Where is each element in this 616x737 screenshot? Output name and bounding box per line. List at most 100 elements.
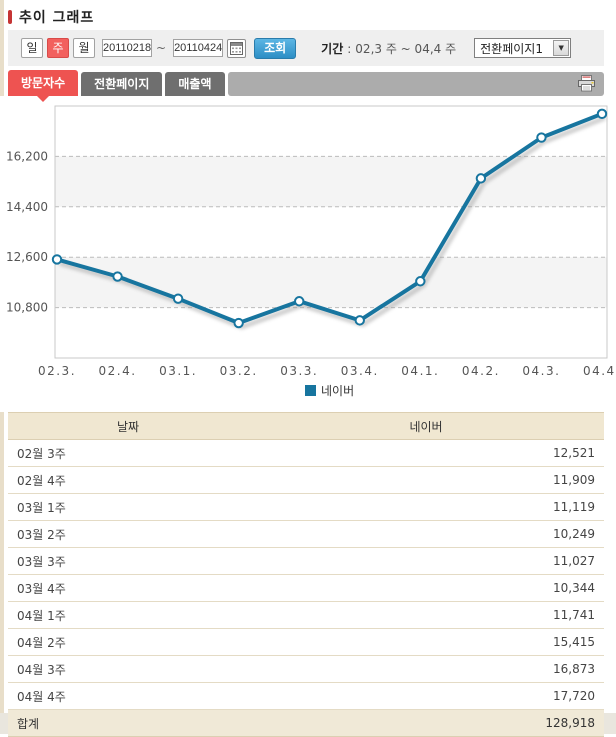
data-point-marker: [112, 271, 123, 282]
data-point-marker: [233, 317, 244, 329]
chart-band: [55, 257, 607, 308]
table-header: 날짜 네이버: [8, 412, 604, 440]
x-axis-label: 02.4.: [99, 364, 137, 378]
tab-conversion-page-label: 전환페이지: [94, 77, 150, 91]
tab-sales[interactable]: 매출액: [165, 72, 225, 96]
value-cell: 16,873: [248, 655, 604, 683]
data-point-marker: [475, 173, 487, 184]
date-cell: 03월 2주: [8, 520, 248, 548]
date-cell: 03월 3주: [8, 547, 248, 575]
date-cell: 04월 4주: [8, 682, 248, 710]
x-axis-label: 04.4.: [583, 364, 616, 378]
date-cell: 03월 1주: [8, 493, 248, 521]
x-axis-label: 03.4.: [341, 364, 379, 378]
series-line-shadow: [59, 115, 606, 330]
chart-band: [55, 156, 607, 207]
data-point-marker: [536, 132, 547, 143]
total-value: 128,918: [248, 709, 604, 737]
table-row: 03월 3주 11,027: [8, 547, 604, 575]
trend-chart: 10,800 12,600 14,400 16,200 02.3. 02.4. 03.1. 0…: [6, 105, 616, 398]
value-cell: 11,909: [248, 466, 604, 494]
period-label: 기간: [321, 41, 344, 56]
trend-chart-area: 10,800 12,600 14,400 16,200 02.3. 02.4. 03.1. 0…: [0, 96, 616, 412]
value-cell: 10,344: [248, 574, 604, 602]
period-text: 기간:02,3 주 ~ 04,4 주: [321, 40, 456, 57]
value-cell: 11,027: [248, 547, 604, 575]
date-cell: 02월 3주: [8, 439, 248, 467]
table-total-row: 합계 128,918: [8, 709, 604, 737]
table-row: 02월 4주 11,909: [8, 466, 604, 494]
y-axis-label: 12,600: [6, 250, 48, 264]
data-point-marker: [596, 108, 608, 120]
date-to-input[interactable]: [173, 39, 224, 57]
y-axis-label: 14,400: [6, 200, 48, 214]
period-value: 02,3 주 ~ 04,4 주: [355, 41, 457, 56]
date-range-separator: ~: [156, 41, 167, 55]
page-title: 추이 그래프: [19, 10, 95, 26]
data-point-marker: [172, 293, 184, 304]
value-cell: 15,415: [248, 628, 604, 656]
x-axis-label: 04.3.: [522, 364, 560, 378]
weekly-data-table: 날짜 네이버 02월 3주 12,521 02월 4주 11,909 03월 1주 11,…: [8, 412, 604, 737]
table-row: 02월 3주 12,521: [8, 439, 604, 467]
search-button[interactable]: 조회: [254, 37, 297, 59]
series-line: [56, 111, 603, 325]
chevron-down-icon[interactable]: ▼: [553, 40, 570, 56]
title-marker-icon: [8, 10, 12, 24]
value-cell: 10,249: [248, 520, 604, 548]
table-row: 04월 3주 16,873: [8, 655, 604, 683]
legend-swatch: [305, 385, 316, 396]
data-point-marker: [294, 296, 305, 307]
x-axis-label: 03.1.: [159, 364, 197, 378]
tab-visitors[interactable]: 방문자수: [8, 70, 79, 102]
x-axis-label: 03.3.: [280, 364, 318, 378]
controls-bar: 일 주 월 ~ 조회 기간:02,3 주 ~ 04,4 주 전환페이지1 ▼: [8, 30, 604, 66]
unit-week-button[interactable]: 주: [47, 38, 69, 58]
column-header-naver: 네이버: [248, 412, 604, 440]
value-cell: 11,741: [248, 601, 604, 629]
x-axis-label: 03.2.: [220, 364, 258, 378]
column-header-date: 날짜: [8, 412, 248, 440]
date-cell: 02월 4주: [8, 466, 248, 494]
printer-icon[interactable]: [577, 75, 596, 92]
date-cell: 04월 3주: [8, 655, 248, 683]
plot-border: [54, 105, 608, 359]
date-cell: 04월 1주: [8, 601, 248, 629]
y-axis-label: 16,200: [6, 149, 48, 163]
tab-bar: 방문자수 전환페이지 매출액: [8, 70, 604, 102]
tab-bar-fill: [227, 72, 604, 96]
table-row: 03월 2주 10,249: [8, 520, 604, 548]
date-cell: 03월 4주: [8, 574, 248, 602]
unit-day-button[interactable]: 일: [21, 38, 43, 58]
unit-month-button[interactable]: 월: [73, 38, 95, 58]
x-axis-label: 02.3.: [38, 364, 76, 378]
tab-sales-label: 매출액: [178, 77, 212, 91]
data-point-marker: [415, 276, 426, 287]
table-row: 03월 1주 11,119: [8, 493, 604, 521]
tab-visitors-label: 방문자수: [21, 76, 66, 90]
total-label: 합계: [8, 709, 248, 737]
period-colon: :: [347, 41, 352, 56]
value-cell: 17,720: [248, 682, 604, 710]
legend-label: 네이버: [321, 384, 354, 398]
table-row: 03월 4주 10,344: [8, 574, 604, 602]
table-row: 04월 2주 15,415: [8, 628, 604, 656]
calendar-icon[interactable]: [227, 38, 247, 58]
y-axis-label: 10,800: [6, 301, 48, 315]
calendar-glyph: [230, 41, 244, 55]
conversion-page-select[interactable]: 전환페이지1 ▼: [474, 38, 572, 58]
x-axis-label: 04.1.: [401, 364, 439, 378]
date-from-input[interactable]: [102, 39, 152, 57]
data-point-marker: [354, 315, 365, 326]
table-row: 04월 4주 17,720: [8, 682, 604, 710]
data-point-marker: [51, 254, 63, 265]
value-cell: 11,119: [248, 493, 604, 521]
tab-conversion-page[interactable]: 전환페이지: [81, 72, 163, 96]
printer-glyph: [578, 75, 595, 92]
page-header: 추이 그래프: [8, 6, 94, 28]
value-cell: 12,521: [248, 439, 604, 467]
table-row: 04월 1주 11,741: [8, 601, 604, 629]
select-value: 전환페이지1: [480, 41, 543, 56]
x-axis-label: 04.2.: [462, 364, 500, 378]
date-cell: 04월 2주: [8, 628, 248, 656]
